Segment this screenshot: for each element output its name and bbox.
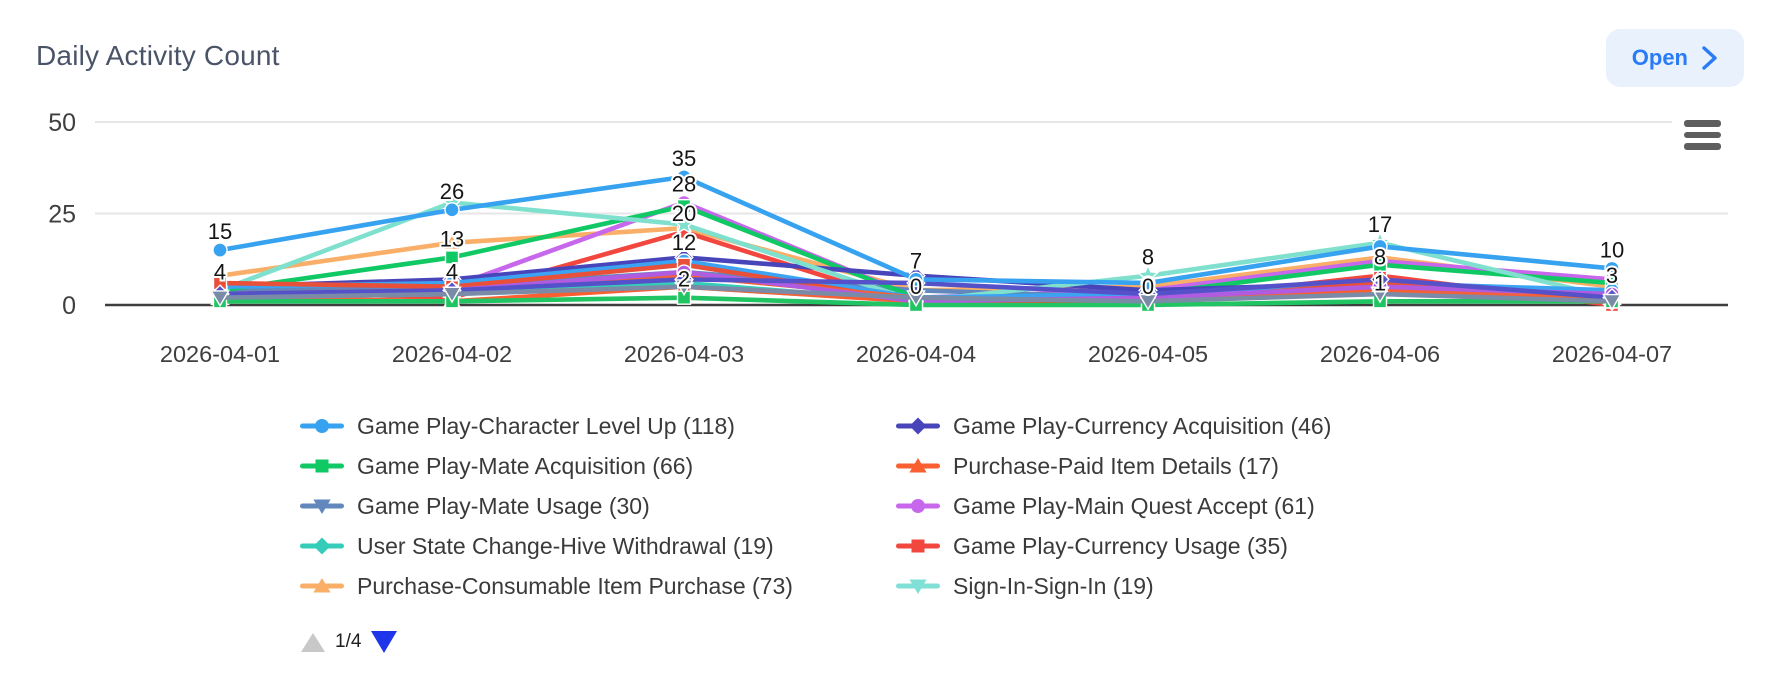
svg-text:4: 4 [214, 259, 226, 284]
legend-prev-page-icon[interactable] [300, 632, 326, 653]
legend-pagination: 1/4 [300, 630, 398, 654]
legend-item-label: Game Play-Mate Acquisition (66) [357, 452, 694, 479]
svg-text:12: 12 [672, 230, 696, 255]
legend-item-label: Game Play-Main Quest Accept (61) [953, 492, 1315, 519]
legend-item-game-play-currency-acquisition[interactable]: Game Play-Currency Acquisition (46) [895, 412, 1331, 440]
legend-item-label: Purchase-Paid Item Details (17) [953, 452, 1279, 479]
legend-triangle-down-marker-icon [896, 579, 940, 594]
svg-text:10: 10 [1600, 237, 1624, 262]
svg-text:15: 15 [208, 219, 232, 244]
svg-text:2026-04-04: 2026-04-04 [856, 341, 976, 367]
legend-square-marker-icon [300, 459, 344, 473]
legend-item-label: Sign-In-Sign-In (19) [953, 572, 1154, 599]
svg-text:8: 8 [1374, 245, 1386, 270]
svg-text:2026-04-02: 2026-04-02 [392, 341, 512, 367]
legend-item-game-play-character-level-up[interactable]: Game Play-Character Level Up (118) [299, 412, 895, 440]
svg-text:17: 17 [1368, 212, 1392, 237]
legend-item-label: Game Play-Character Level Up (118) [357, 412, 735, 439]
legend-diamond-marker-icon [896, 417, 940, 435]
legend-square-marker-icon [896, 539, 940, 553]
svg-text:25: 25 [48, 201, 76, 229]
svg-text:2: 2 [678, 267, 690, 292]
legend-circle-marker-icon [896, 499, 940, 513]
chevron-right-icon [1702, 46, 1717, 70]
open-button[interactable]: Open [1605, 29, 1744, 87]
chart-menu-icon[interactable] [1684, 120, 1721, 150]
legend-page-indicator: 1/4 [335, 631, 362, 652]
legend-item-purchase-consumable-item-purchase[interactable]: Purchase-Consumable Item Purchase (73) [299, 572, 895, 600]
svg-text:35: 35 [672, 146, 696, 171]
legend-next-page-icon[interactable] [370, 630, 398, 654]
svg-text:2026-04-01: 2026-04-01 [160, 341, 280, 367]
legend-item-label: Game Play-Currency Usage (35) [953, 532, 1288, 559]
legend-item-label: Purchase-Consumable Item Purchase (73) [357, 572, 793, 599]
svg-text:26: 26 [440, 179, 464, 204]
svg-text:3: 3 [1606, 263, 1618, 288]
legend-item-game-play-currency-usage[interactable]: Game Play-Currency Usage (35) [895, 532, 1331, 560]
svg-text:0: 0 [1142, 274, 1154, 299]
svg-text:20: 20 [672, 201, 696, 226]
legend-triangle-marker-icon [300, 578, 344, 593]
legend-item-label: User State Change-Hive Withdrawal (19) [357, 532, 774, 559]
svg-text:2026-04-03: 2026-04-03 [624, 341, 744, 367]
legend-item-sign-in-sign-in[interactable]: Sign-In-Sign-In (19) [895, 572, 1331, 600]
svg-text:4: 4 [446, 259, 458, 284]
svg-text:13: 13 [440, 226, 464, 251]
svg-text:2026-04-07: 2026-04-07 [1552, 341, 1672, 367]
svg-text:0: 0 [910, 274, 922, 299]
page-title: Daily Activity Count [36, 40, 280, 71]
legend-item-user-state-change-hive-withdrawal[interactable]: User State Change-Hive Withdrawal (19) [299, 532, 895, 560]
svg-text:50: 50 [48, 109, 76, 137]
svg-text:0: 0 [62, 292, 76, 320]
legend-item-game-play-main-quest-accept[interactable]: Game Play-Main Quest Accept (61) [895, 492, 1331, 520]
svg-text:2026-04-06: 2026-04-06 [1320, 341, 1440, 367]
legend-item-game-play-mate-acquisition[interactable]: Game Play-Mate Acquisition (66) [299, 452, 895, 480]
legend-triangle-down-marker-icon [300, 499, 344, 514]
svg-text:7: 7 [910, 248, 922, 273]
svg-text:2026-04-05: 2026-04-05 [1088, 341, 1208, 367]
svg-text:28: 28 [672, 172, 696, 197]
legend-diamond-marker-icon [300, 537, 344, 555]
legend-circle-marker-icon [300, 419, 344, 433]
svg-text:1: 1 [1374, 270, 1386, 295]
svg-text:8: 8 [1142, 245, 1154, 270]
legend-item-purchase-paid-item-details[interactable]: Purchase-Paid Item Details (17) [895, 452, 1331, 480]
open-button-label: Open [1631, 45, 1688, 70]
chart-legend: Game Play-Character Level Up (118) Game P… [299, 412, 1331, 600]
legend-triangle-marker-icon [896, 458, 940, 473]
legend-item-label: Game Play-Currency Acquisition (46) [953, 412, 1332, 439]
legend-item-game-play-mate-usage[interactable]: Game Play-Mate Usage (30) [299, 492, 895, 520]
legend-item-label: Game Play-Mate Usage (30) [357, 492, 650, 519]
